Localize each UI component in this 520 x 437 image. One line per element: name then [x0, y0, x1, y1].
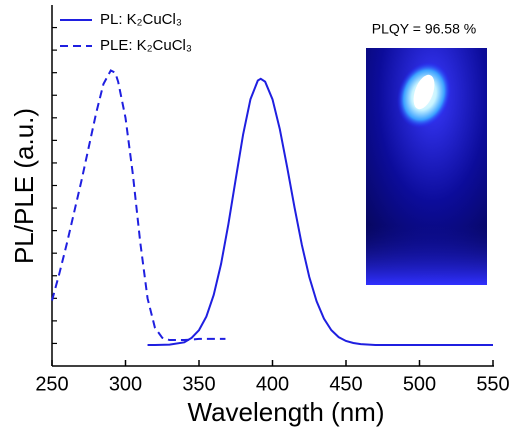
x-axis-label: Wavelength (nm) [188, 397, 385, 427]
x-tick-label: 300 [109, 373, 142, 395]
inset-photo [366, 48, 487, 285]
legend-label: PLE: K₂CuCl₃ [100, 37, 192, 54]
legend-label: PL: K₂CuCl₃ [100, 11, 182, 28]
annotation: PLQY = 96.58 % [372, 21, 476, 37]
series-line [51, 69, 226, 342]
x-tick-label: 550 [476, 373, 509, 395]
x-tick-label: 250 [35, 373, 68, 395]
x-tick-label: 500 [403, 373, 436, 395]
x-tick-label: 400 [256, 373, 289, 395]
x-tick-label: 350 [182, 373, 215, 395]
y-axis-label: PL/PLE (a.u.) [9, 108, 39, 264]
series-line [147, 77, 493, 347]
x-tick-label: 450 [329, 373, 362, 395]
